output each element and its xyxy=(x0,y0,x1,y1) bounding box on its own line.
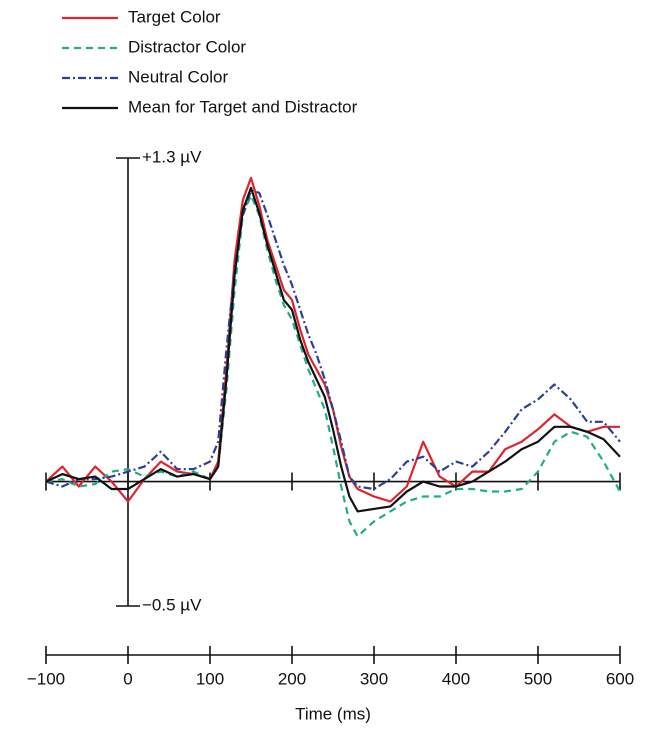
x-tick-label: −100 xyxy=(27,669,65,688)
x-tick-label: 600 xyxy=(606,669,634,688)
series-line xyxy=(45,189,621,491)
x-tick-label: 500 xyxy=(524,669,552,688)
x-tick-label: 100 xyxy=(196,669,224,688)
x-tick-label: 400 xyxy=(442,669,470,688)
x-axis-label: Time (ms) xyxy=(295,704,371,723)
series-line xyxy=(45,176,620,503)
y-tick-label: −0.5 µV xyxy=(142,595,202,614)
x-tick-label: 300 xyxy=(360,669,388,688)
legend-label: Distractor Color xyxy=(128,37,246,56)
x-tick-label: 200 xyxy=(278,669,306,688)
legend-label: Neutral Color xyxy=(128,67,228,86)
series-line xyxy=(45,186,621,513)
legend-label: Target Color xyxy=(128,7,221,26)
y-tick-label: +1.3 µV xyxy=(142,147,202,166)
series-line xyxy=(45,194,621,538)
x-tick-label: 0 xyxy=(123,669,132,688)
legend-label: Mean for Target and Distractor xyxy=(128,97,358,116)
